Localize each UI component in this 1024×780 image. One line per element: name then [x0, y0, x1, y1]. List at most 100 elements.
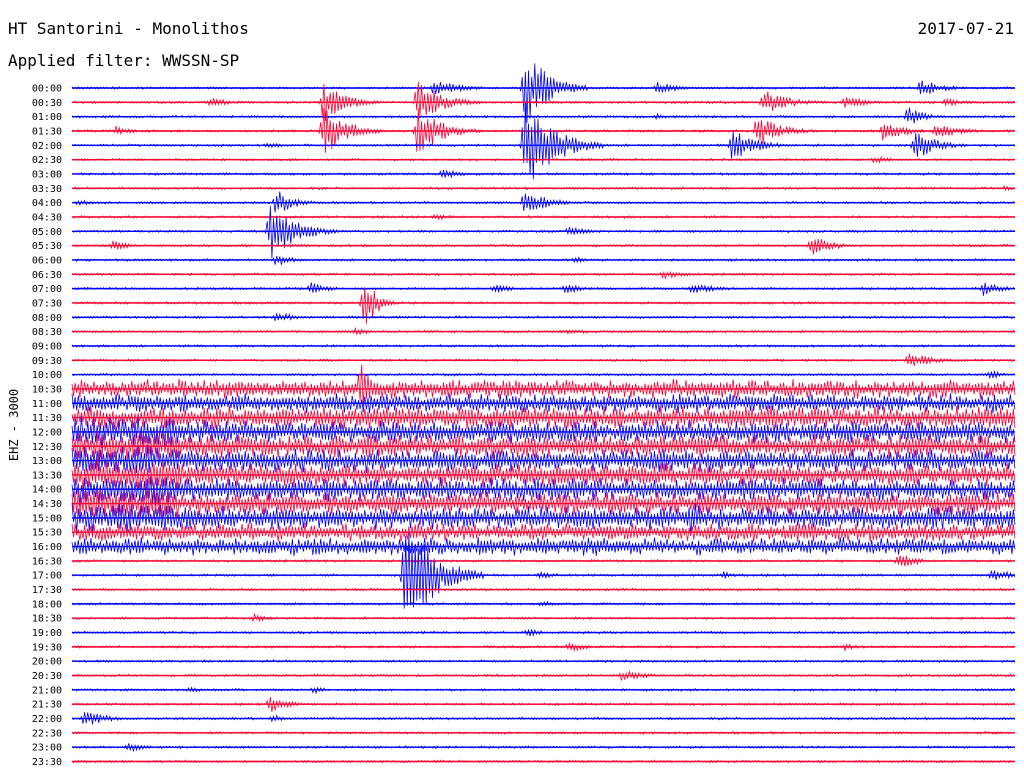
time-label: 12:00: [32, 427, 62, 438]
time-label: 00:30: [32, 98, 62, 109]
time-label: 22:30: [32, 728, 62, 739]
trace-0600: [71, 255, 1016, 265]
time-label: 06:30: [32, 270, 62, 281]
trace-1000: [71, 370, 1016, 380]
time-label: 08:00: [32, 313, 62, 324]
trace-0830: [71, 326, 1016, 336]
trace-2030: [71, 670, 1016, 681]
trace-0930: [71, 353, 1016, 367]
time-label: 03:30: [32, 184, 62, 195]
trace-0000: [71, 63, 1016, 123]
trace-0400: [71, 191, 1016, 213]
trace-0900: [71, 343, 1016, 348]
trace-1400: [71, 476, 1016, 506]
date-label: 2017-07-21: [917, 19, 1014, 38]
time-label: 13:30: [32, 470, 62, 481]
time-label: 05:30: [32, 241, 62, 252]
time-label: 23:30: [32, 757, 62, 768]
trace-1830: [71, 612, 1016, 623]
trace-0300: [71, 169, 1016, 179]
trace-1930: [71, 641, 1016, 652]
trace-0200: [71, 102, 1016, 180]
time-label: 14:00: [32, 485, 62, 496]
time-label: 14:30: [32, 499, 62, 510]
trace-2000: [71, 659, 1016, 664]
trace-1200: [71, 415, 1016, 449]
trace-1600: [71, 536, 1016, 557]
time-label: 19:30: [32, 642, 62, 653]
trace-0100: [71, 107, 1016, 124]
trace-2130: [71, 696, 1016, 712]
time-label: 07:00: [32, 284, 62, 295]
trace-0730: [71, 287, 1016, 324]
time-label: 05:00: [32, 227, 62, 238]
time-label: 20:30: [32, 671, 62, 682]
time-label: 08:30: [32, 327, 62, 338]
time-label: 06:00: [32, 255, 62, 266]
trace-1900: [71, 628, 1016, 638]
time-label: 03:00: [32, 169, 62, 180]
time-label-group: 00:00 00:30 01:00 01:30 02:00 02:30 03:00 03:30…: [32, 84, 62, 769]
time-label: 16:30: [32, 556, 62, 567]
trace-group: [71, 63, 1016, 764]
time-label: 17:30: [32, 585, 62, 596]
filter-label: Applied filter: WWSSN-SP: [8, 51, 240, 70]
trace-1230: [71, 431, 1016, 463]
time-label: 19:00: [32, 628, 62, 639]
trace-2200: [71, 712, 1016, 725]
time-label: 10:00: [32, 370, 62, 381]
trace-0500: [71, 206, 1016, 259]
time-label: 02:30: [32, 155, 62, 166]
time-label: 10:30: [32, 384, 62, 395]
time-label: 21:30: [32, 700, 62, 711]
trace-0630: [71, 270, 1016, 280]
trace-1330: [71, 458, 1016, 492]
time-label: 15:00: [32, 513, 62, 524]
time-label: 17:00: [32, 571, 62, 582]
time-label: 16:00: [32, 542, 62, 553]
trace-0130: [71, 108, 1016, 153]
time-label: 02:00: [32, 141, 62, 152]
trace-0030: [71, 81, 1016, 122]
trace-2300: [71, 743, 1016, 753]
trace-1500: [71, 502, 1016, 536]
time-label: 18:30: [32, 614, 62, 625]
time-label: 04:00: [32, 198, 62, 209]
time-label: 22:00: [32, 714, 62, 725]
trace-0700: [71, 282, 1016, 296]
trace-1730: [71, 587, 1016, 592]
trace-0330: [71, 185, 1016, 192]
time-label: 18:00: [32, 599, 62, 610]
time-label: 01:30: [32, 126, 62, 137]
time-label: 21:00: [32, 685, 62, 696]
trace-0230: [71, 155, 1016, 164]
trace-1800: [71, 600, 1016, 607]
trace-1300: [71, 444, 1016, 474]
time-label: 07:30: [32, 298, 62, 309]
time-label: 11:30: [32, 413, 62, 424]
trace-2100: [71, 686, 1016, 695]
time-label: 11:00: [32, 399, 62, 410]
trace-1430: [71, 487, 1016, 519]
time-label: 04:30: [32, 212, 62, 223]
time-label: 20:00: [32, 657, 62, 668]
trace-1700: [71, 532, 1016, 609]
time-label: 23:00: [32, 743, 62, 754]
time-label: 13:00: [32, 456, 62, 467]
trace-1630: [71, 555, 1016, 567]
time-label: 01:00: [32, 112, 62, 123]
trace-0530: [71, 238, 1016, 255]
trace-2230: [71, 730, 1016, 735]
trace-1530: [71, 522, 1016, 542]
time-label: 12:30: [32, 442, 62, 453]
time-label: 09:30: [32, 356, 62, 367]
channel-label: EHZ - 3000: [7, 388, 21, 462]
trace-0430: [71, 213, 1016, 221]
time-label: 09:00: [32, 341, 62, 352]
trace-1030: [71, 364, 1016, 407]
trace-1100: [71, 393, 1016, 414]
station-title: HT Santorini - Monolithos: [8, 19, 249, 38]
time-label: 00:00: [32, 84, 62, 95]
trace-0800: [71, 312, 1016, 322]
